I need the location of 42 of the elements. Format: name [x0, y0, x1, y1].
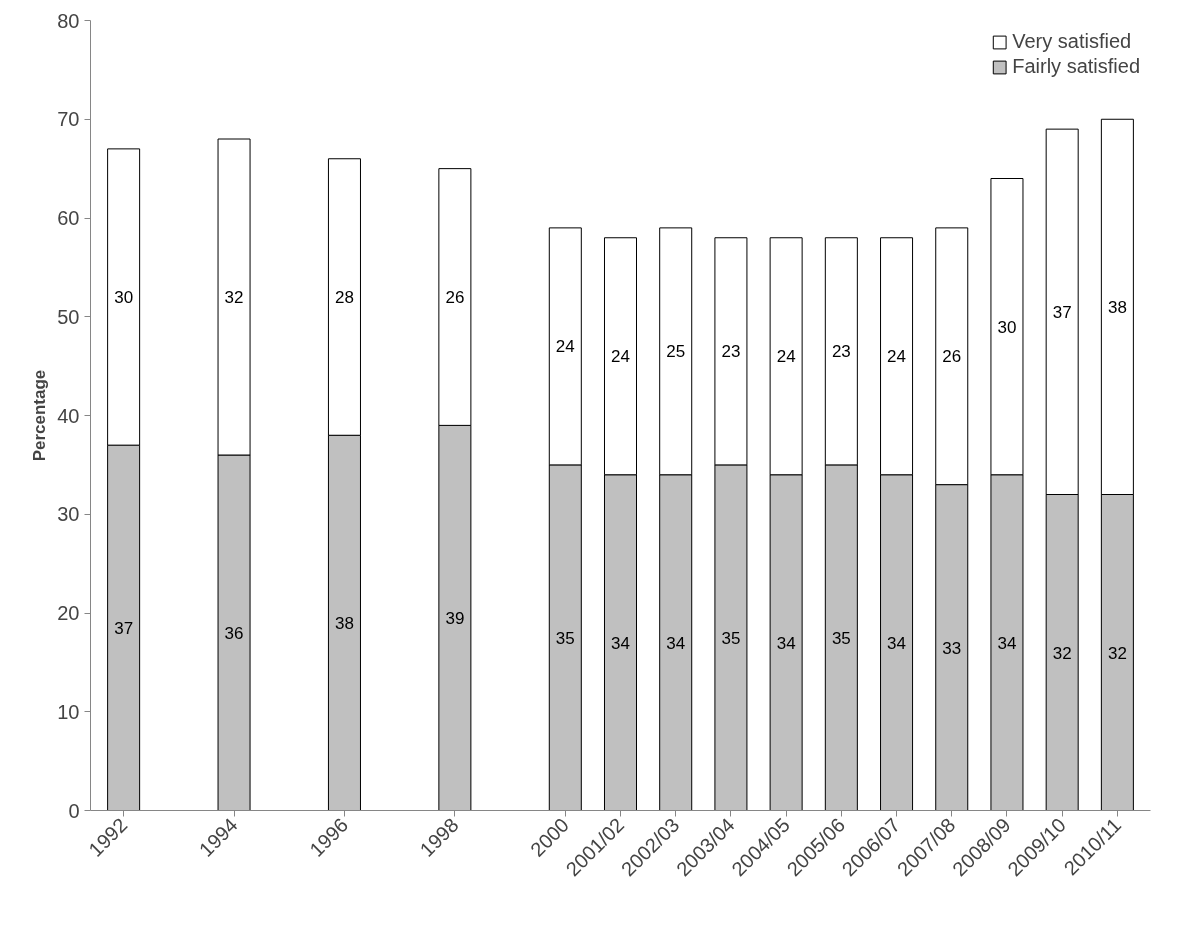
data-label: 34 [997, 633, 1017, 653]
y-axis-title: Percentage [30, 369, 50, 462]
data-label: 35 [831, 628, 851, 648]
data-label: 32 [1107, 643, 1127, 663]
legend-label: Very satisfied [1012, 30, 1132, 53]
data-label: 37 [1052, 302, 1072, 322]
data-label: 23 [721, 342, 741, 362]
data-label: 34 [611, 633, 630, 653]
data-label: 28 [335, 288, 354, 307]
data-label: 39 [445, 608, 465, 628]
y-tick-label: 30 [57, 503, 80, 526]
data-label: 38 [1107, 297, 1127, 317]
data-label: 25 [666, 342, 686, 362]
data-label: 32 [224, 288, 244, 307]
data-label: 34 [887, 633, 907, 653]
y-tick-label: 70 [57, 108, 80, 131]
y-tick-label: 10 [57, 700, 80, 723]
y-tick-label: 60 [57, 207, 80, 229]
data-label: 23 [831, 342, 851, 362]
data-label: 38 [335, 613, 354, 633]
data-label: 26 [445, 288, 465, 307]
data-label: 24 [776, 347, 796, 367]
data-label: 30 [997, 317, 1017, 337]
y-tick-label: 20 [57, 602, 80, 624]
data-label: 26 [942, 347, 962, 367]
data-label: 24 [611, 347, 630, 367]
data-label: 37 [114, 618, 134, 638]
data-label: 24 [555, 337, 575, 357]
data-label: 35 [555, 628, 575, 648]
data-label: 33 [942, 638, 962, 658]
y-tick-label: 80 [57, 9, 80, 32]
y-tick-label: 0 [68, 799, 80, 822]
data-label: 36 [224, 623, 244, 643]
data-label: 32 [1052, 643, 1072, 663]
data-label: 34 [666, 633, 686, 653]
data-label: 24 [887, 347, 907, 367]
data-label: 34 [776, 633, 796, 653]
y-tick-label: 40 [57, 404, 80, 427]
y-tick-label: 50 [57, 305, 80, 328]
legend-label: Fairly satisfied [1012, 55, 1140, 78]
data-label: 30 [114, 288, 134, 307]
data-label: 35 [721, 628, 741, 648]
